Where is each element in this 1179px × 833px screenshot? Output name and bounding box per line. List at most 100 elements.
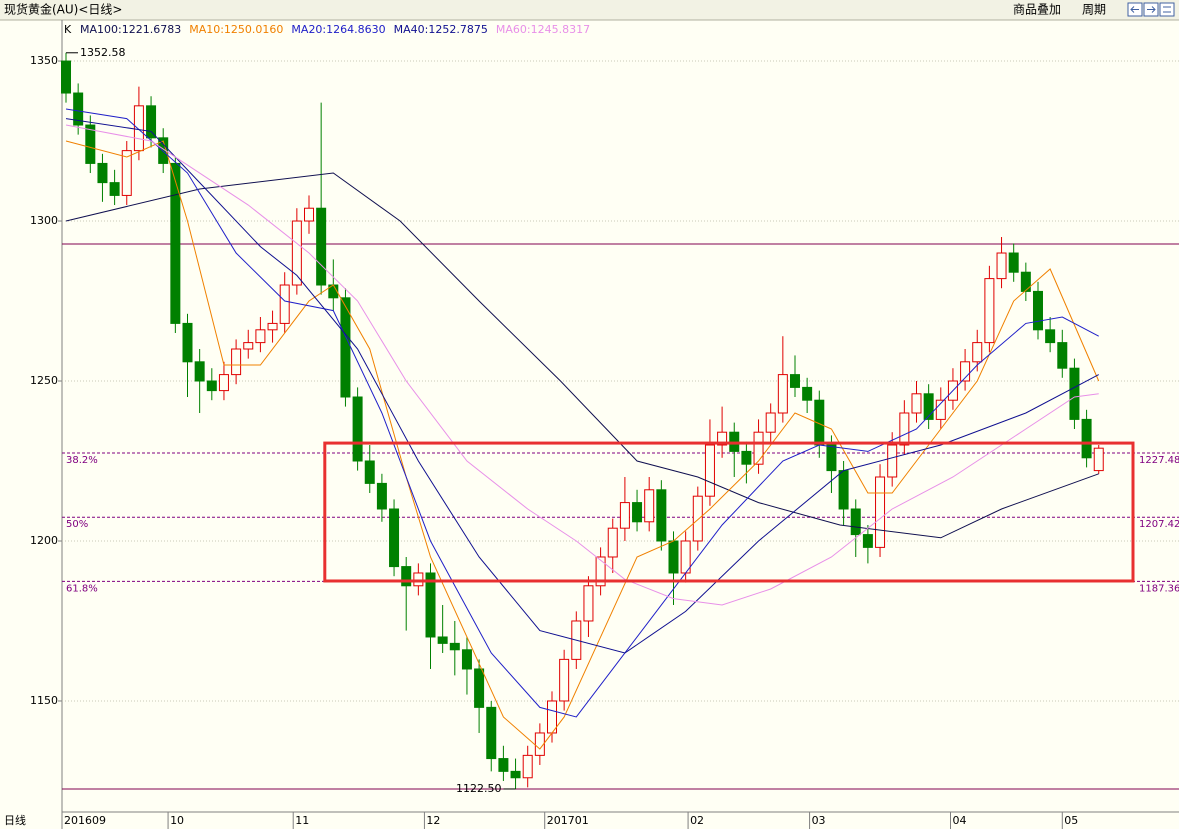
x-tick-label: 12 xyxy=(426,814,440,827)
candle-body xyxy=(984,278,995,344)
candle-body xyxy=(194,361,205,382)
candle-body xyxy=(923,393,934,420)
fib-value: 1187.36 xyxy=(1139,583,1179,594)
candle-body xyxy=(1057,342,1068,369)
y-tick-label: 1250 xyxy=(30,374,58,387)
candle-body xyxy=(632,502,643,523)
ma-line xyxy=(65,172,1099,539)
candle-body xyxy=(401,566,412,587)
x-tick-label: 201609 xyxy=(64,814,106,827)
candle-body xyxy=(267,322,278,331)
indicator-label: K xyxy=(64,23,72,36)
candle-body xyxy=(911,393,922,414)
candle-body xyxy=(607,527,618,558)
nav-buttons xyxy=(1127,2,1175,17)
candle-body xyxy=(146,105,157,139)
y-tick-label: 1300 xyxy=(30,214,58,227)
candle-body xyxy=(291,220,302,286)
candle-body xyxy=(231,348,242,376)
candle-body xyxy=(741,450,752,465)
fib-name: 38.2% xyxy=(66,455,98,466)
candle-body xyxy=(498,758,509,772)
candle-body xyxy=(486,706,497,760)
candle-body xyxy=(838,470,849,510)
candle-body xyxy=(1045,329,1056,344)
x-tick-label: 04 xyxy=(953,814,967,827)
low-label: 1122.50 xyxy=(456,782,502,795)
candle-body xyxy=(61,60,72,94)
x-tick-label: 02 xyxy=(690,814,704,827)
x-tick-label: 10 xyxy=(170,814,184,827)
candle-body xyxy=(996,252,1007,280)
candle-body xyxy=(364,460,375,484)
candle-body xyxy=(862,534,873,548)
ma-line xyxy=(65,118,1099,654)
candle-body xyxy=(656,489,667,542)
candle-body xyxy=(170,162,181,324)
candle-body xyxy=(704,444,715,497)
candle-body xyxy=(972,342,983,363)
candle-body xyxy=(534,732,545,756)
period-label: 日线 xyxy=(4,813,26,827)
x-tick-label: 03 xyxy=(812,814,826,827)
candle-body xyxy=(1008,252,1019,273)
candle-body xyxy=(789,374,800,388)
candle-body xyxy=(559,658,570,702)
candle-body xyxy=(133,105,144,152)
candle-body xyxy=(887,444,898,478)
candle-body xyxy=(1081,418,1092,459)
candle-body xyxy=(243,342,254,350)
candle-body xyxy=(899,412,910,446)
candle-body xyxy=(474,668,485,708)
candle-body xyxy=(1093,447,1104,472)
candle-body xyxy=(644,489,655,523)
candle-body xyxy=(461,649,472,670)
legend-entry: MA100:1221.6783 xyxy=(80,23,181,36)
candle-body xyxy=(85,124,96,164)
legend-entry: MA20:1264.8630 xyxy=(291,23,385,36)
candle-body xyxy=(316,207,327,286)
candle-body xyxy=(753,431,764,465)
high-label: 1352.58 xyxy=(80,46,126,59)
candle-body xyxy=(97,162,108,184)
x-tick-label: 201701 xyxy=(547,814,589,827)
candle-body xyxy=(352,396,363,462)
nav-icons xyxy=(1130,6,1171,13)
candle-body xyxy=(595,556,606,587)
candle-body xyxy=(437,636,448,644)
candle-body xyxy=(583,585,594,622)
candle-body xyxy=(935,399,946,420)
candle-body xyxy=(668,540,679,574)
x-tick-label: 11 xyxy=(295,814,309,827)
candle-body xyxy=(619,502,630,529)
candle-body xyxy=(340,297,351,398)
candle-body xyxy=(304,207,315,222)
candle-body xyxy=(73,92,84,126)
ma-line xyxy=(65,140,1100,750)
candle-body xyxy=(1032,290,1043,331)
candle-body xyxy=(960,361,971,382)
overlay-button[interactable]: 商品叠加 xyxy=(1013,2,1061,17)
candle-body xyxy=(206,380,217,392)
candle-body xyxy=(1069,367,1080,420)
candle-body xyxy=(802,386,813,401)
candle-body xyxy=(692,495,703,542)
legend-entry: MA60:1245.8317 xyxy=(496,23,590,36)
top-bar xyxy=(0,0,1179,20)
candle-body xyxy=(875,476,886,548)
candle-body xyxy=(765,412,776,433)
nav-zoom[interactable] xyxy=(1159,2,1175,17)
x-tick-label: 05 xyxy=(1064,814,1078,827)
candle-body xyxy=(389,508,400,568)
legend-entry: MA10:1250.0160 xyxy=(189,23,283,36)
candle-body xyxy=(510,770,521,779)
fib-value: 1227.48 xyxy=(1139,455,1179,466)
candle-body xyxy=(449,642,460,651)
candle-body xyxy=(279,284,290,324)
ma-line xyxy=(65,124,1099,606)
period-button[interactable]: 周期 xyxy=(1082,3,1106,17)
y-tick-label: 1150 xyxy=(30,694,58,707)
ma-line xyxy=(65,108,1099,718)
